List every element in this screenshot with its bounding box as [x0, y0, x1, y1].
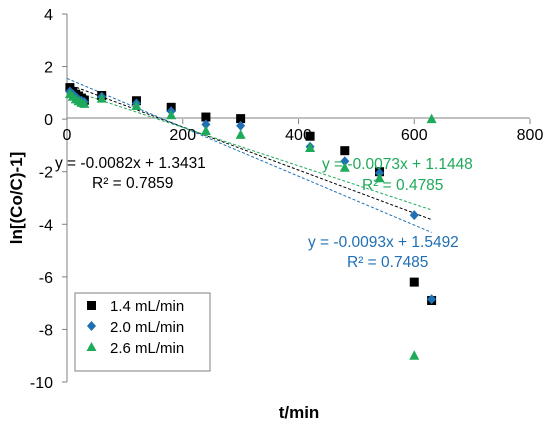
data-points	[64, 83, 437, 360]
data-point-triangle	[305, 142, 316, 153]
equation-1.4: y = -0.0082x + 1.3431	[55, 155, 206, 172]
legend-marker-diamond	[87, 321, 96, 331]
data-point-triangle	[166, 109, 177, 120]
trendlines	[66, 77, 432, 233]
y-tick-label: 2	[44, 60, 53, 77]
x-tick-label: 600	[401, 127, 428, 144]
data-point-triangle	[200, 125, 211, 135]
x-tick-label: 800	[517, 127, 544, 144]
data-point-square	[409, 277, 419, 287]
y-axis-title: ln[(Co/C)-1]	[7, 152, 26, 245]
y-tick-label: 0	[44, 112, 53, 129]
data-point-triangle	[374, 172, 385, 183]
y-tick-label: -2	[39, 165, 53, 182]
data-point-triangle	[339, 162, 350, 172]
data-point-triangle	[409, 350, 420, 360]
legend-label-1.4: 1.4 mL/min	[110, 298, 184, 315]
legend-marker-triangle	[86, 342, 97, 351]
data-point-square	[305, 131, 315, 141]
trendline-label-1.4: y = -0.0082x + 1.3431 R² = 0.7859	[55, 155, 206, 192]
trendline-1.4	[66, 83, 432, 221]
data-point-triangle	[96, 93, 107, 103]
data-point-triangle	[235, 129, 246, 139]
data-point-diamond	[201, 119, 211, 130]
legend-box	[74, 292, 211, 372]
data-point-triangle	[131, 100, 142, 110]
legend-label-2.0: 2.0 mL/min	[110, 319, 184, 336]
y-tick-label: -10	[30, 375, 53, 392]
y-tick-label: -6	[39, 270, 53, 287]
data-point-square	[236, 114, 246, 124]
trendline-2.0	[66, 77, 432, 233]
trendline-2.6	[66, 88, 432, 211]
data-point-diamond	[340, 156, 350, 167]
data-point-square	[201, 112, 211, 122]
x-axis-title: t/min	[279, 403, 320, 422]
equation-2.6: y = -0.0073x + 1.1448	[322, 156, 473, 173]
legend-marker-square	[87, 301, 96, 310]
data-point-diamond	[236, 120, 246, 131]
r2-2.0: R² = 0.7485	[347, 254, 428, 271]
data-point-triangle	[79, 98, 90, 108]
data-point-square	[340, 146, 350, 156]
x-tick-label: 400	[285, 127, 312, 144]
legend-label-2.6: 2.6 mL/min	[110, 340, 184, 357]
trendline-label-2.6: y = -0.0073x + 1.1448 R² = 0.4785	[322, 156, 473, 194]
x-tick-label: 0	[63, 127, 72, 144]
y-tick-label: -4	[39, 217, 53, 234]
tick-labels: 0 200 400 600 800 4 2 0 -2 -4 -6 -8 -10	[30, 7, 544, 392]
x-tick-label: 200	[169, 127, 196, 144]
data-point-diamond	[409, 210, 419, 221]
y-tick-label: -8	[39, 322, 53, 339]
r2-1.4: R² = 0.7859	[92, 175, 173, 192]
axes	[66, 14, 530, 382]
legend: 1.4 mL/min 2.0 mL/min 2.6 mL/min	[74, 292, 211, 372]
y-tick-label: 4	[44, 7, 53, 24]
equation-2.0: y = -0.0093x + 1.5492	[308, 234, 459, 251]
data-point-triangle	[426, 113, 437, 124]
r2-2.6: R² = 0.4785	[362, 177, 443, 194]
data-point-diamond	[427, 294, 437, 305]
trendline-label-2.0: y = -0.0093x + 1.5492 R² = 0.7485	[308, 234, 459, 271]
